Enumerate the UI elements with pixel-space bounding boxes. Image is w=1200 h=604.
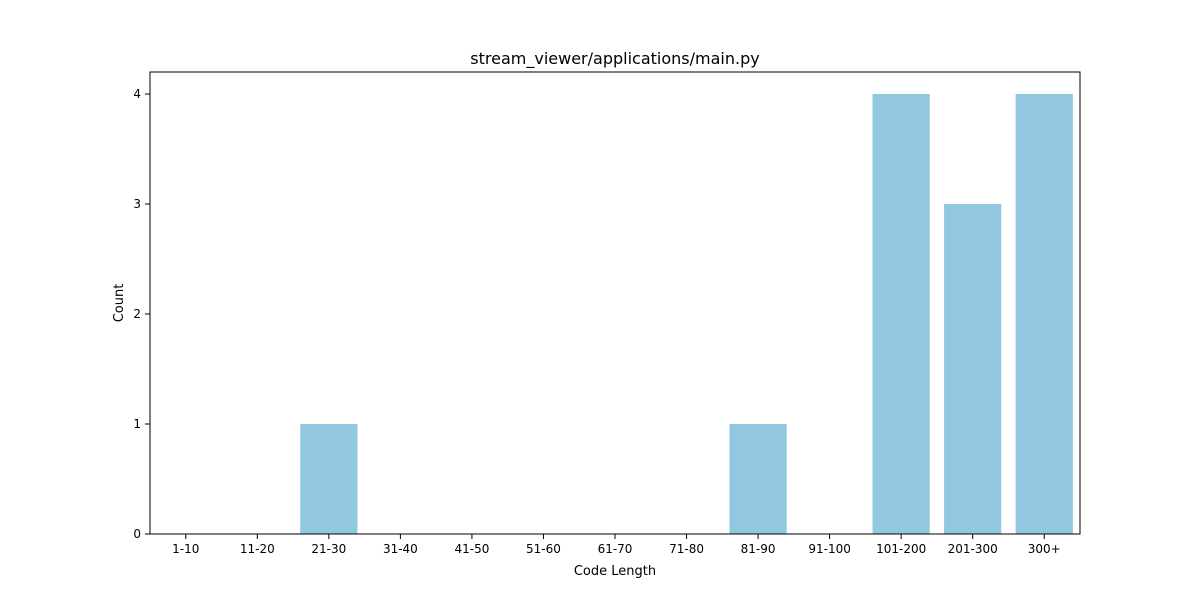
bar-300+ [1015, 94, 1073, 534]
x-tick-label: 91-100 [808, 542, 851, 556]
y-tick-label: 2 [133, 307, 141, 321]
x-tick-label: 21-30 [311, 542, 346, 556]
x-tick-label: 300+ [1028, 542, 1061, 556]
plot-frame [149, 71, 1081, 535]
x-tick-label: 31-40 [383, 542, 418, 556]
x-tick-label: 201-300 [948, 542, 998, 556]
x-tick-label: 41-50 [454, 542, 489, 556]
bar-101-200 [872, 94, 930, 534]
x-tick-label: 51-60 [526, 542, 561, 556]
bar-81-90 [729, 424, 787, 534]
x-tick-label: 61-70 [598, 542, 633, 556]
x-tick-label: 101-200 [876, 542, 926, 556]
y-tick-label: 1 [133, 417, 141, 431]
plot-area: 1-10 11-20 21-30 31-40 41-50 51-60 61-70 71-80 8… [133, 87, 1073, 556]
y-tick-label: 4 [133, 87, 141, 101]
bar-21-30 [300, 424, 358, 534]
chart-title: stream_viewer/applications/main.py [470, 49, 759, 69]
x-axis-label: Code Length [574, 564, 656, 579]
y-axis-label: Count [112, 284, 127, 323]
bar-201-300 [944, 204, 1002, 534]
y-tick-label: 3 [133, 197, 141, 211]
x-tick-label: 11-20 [240, 542, 275, 556]
x-tick-label: 81-90 [741, 542, 776, 556]
x-tick-label: 1-10 [172, 542, 199, 556]
x-tick-label: 71-80 [669, 542, 704, 556]
y-tick-label: 0 [133, 527, 141, 541]
